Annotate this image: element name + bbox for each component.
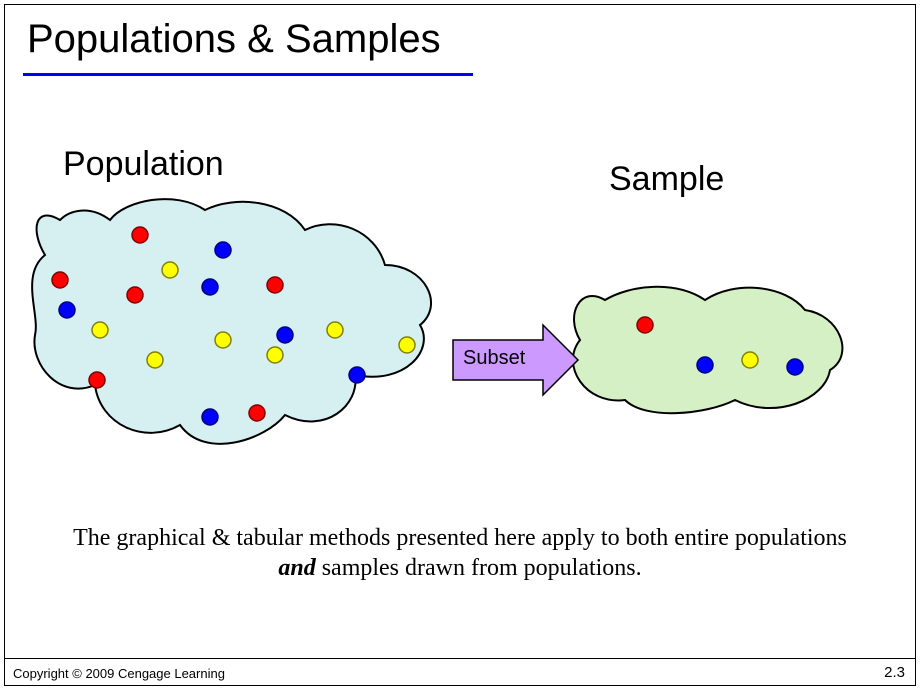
footer-copyright: Copyright © 2009 Cengage Learning: [13, 666, 225, 681]
diagram-svg: [5, 5, 917, 687]
population-blob: [32, 199, 431, 444]
caption-post: samples drawn from populations.: [316, 555, 642, 581]
sample-blob: [573, 287, 842, 413]
footer-page-number: 2.3: [884, 664, 905, 681]
arrow-label: Subset: [463, 347, 525, 370]
caption-pre: The graphical & tabular methods presente…: [73, 525, 847, 551]
footer-divider: [5, 658, 915, 659]
slide-frame: Populations & Samples Population Sample …: [4, 4, 916, 686]
caption: The graphical & tabular methods presente…: [55, 523, 865, 583]
caption-and: and: [278, 555, 315, 581]
